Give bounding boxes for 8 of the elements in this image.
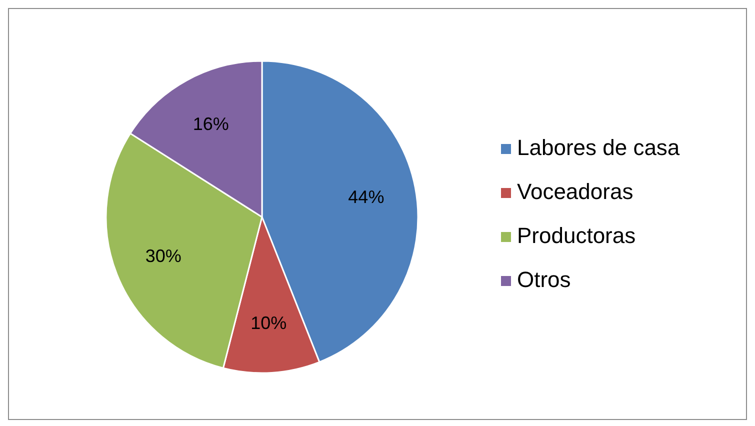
legend-label: Voceadoras bbox=[517, 179, 634, 204]
legend-label: Labores de casa bbox=[517, 135, 680, 160]
data-label: 30% bbox=[145, 246, 182, 266]
legend-label: Productoras bbox=[517, 223, 636, 248]
data-label: 16% bbox=[192, 114, 229, 134]
data-label: 44% bbox=[348, 187, 384, 208]
legend-label: Otros bbox=[517, 267, 571, 292]
data-label: 10% bbox=[250, 312, 287, 333]
